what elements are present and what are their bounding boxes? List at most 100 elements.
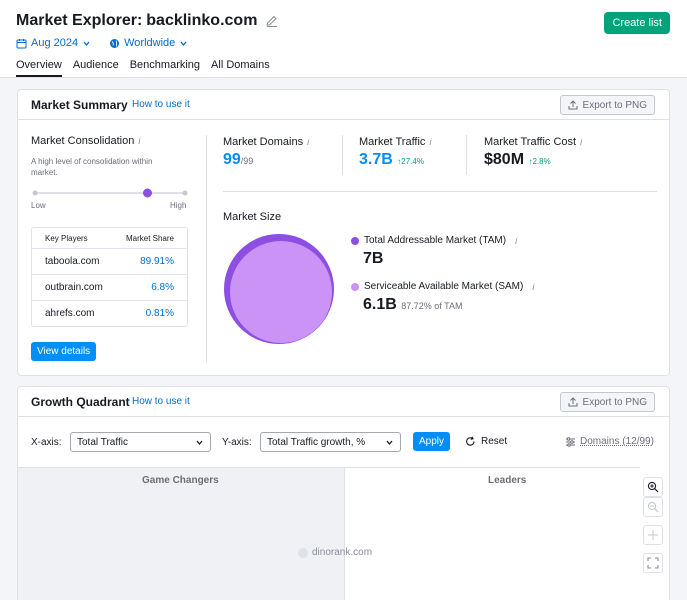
- column-divider: [206, 135, 207, 363]
- date-filter[interactable]: Aug 2024: [16, 37, 91, 49]
- market-traffic-change: ↑27.4%: [397, 157, 424, 166]
- y-axis-value: Total Traffic growth, %: [267, 436, 366, 448]
- chevron-down-icon: [180, 41, 187, 46]
- info-icon[interactable]: i: [138, 136, 141, 146]
- info-icon[interactable]: i: [307, 137, 310, 147]
- expand-icon: [647, 557, 659, 569]
- market-traffic-cost-change: ↑2.8%: [528, 157, 551, 166]
- player-domain: taboola.com: [45, 256, 100, 267]
- market-domains-total: /99: [240, 156, 254, 166]
- y-axis-label: Y-axis:: [222, 437, 252, 448]
- view-details-button[interactable]: View details: [31, 342, 97, 361]
- fullscreen-button[interactable]: [643, 553, 663, 573]
- sam-legend: Serviceable Available Market (SAM) i 6.1B…: [351, 281, 540, 314]
- market-summary-header: Market Summary How to use it Export to P…: [18, 90, 669, 120]
- info-icon[interactable]: i: [429, 137, 432, 147]
- how-to-use-link[interactable]: How to use it: [132, 396, 190, 407]
- page-title-domain: backlinko.com: [146, 12, 258, 29]
- market-summary-title: Market Summary: [31, 98, 128, 112]
- export-png-button[interactable]: Export to PNG: [559, 95, 655, 115]
- slider-low-label: Low: [31, 201, 46, 210]
- data-point-dot: [298, 547, 308, 558]
- zoom-out-button[interactable]: [643, 497, 663, 517]
- domains-filter-label: Domains (12/99): [580, 436, 654, 447]
- x-axis-select[interactable]: Total Traffic: [70, 432, 211, 452]
- market-size-title: Market Size: [223, 211, 282, 223]
- tab-overview[interactable]: Overview: [16, 59, 62, 77]
- market-traffic-value: 3.7B: [359, 151, 393, 168]
- market-traffic-metric: Market Traffic i 3.7B ↑27.4%: [359, 136, 437, 169]
- table-header: Key Players Market Share: [32, 228, 187, 248]
- x-axis-label: X-axis:: [31, 437, 62, 448]
- tam-value: 7B: [363, 250, 384, 267]
- filters-bar: Aug 2024 Worldwide: [16, 37, 188, 49]
- info-icon[interactable]: i: [532, 281, 535, 292]
- player-domain: outbrain.com: [45, 282, 103, 293]
- date-filter-label: Aug 2024: [31, 37, 79, 49]
- export-icon: [568, 397, 578, 407]
- how-to-use-link[interactable]: How to use it: [132, 99, 190, 110]
- market-traffic-label: Market Traffic i: [359, 136, 437, 148]
- zoom-out-icon: [647, 501, 659, 513]
- tab-benchmarking[interactable]: Benchmarking: [129, 59, 201, 71]
- consolidation-slider: [32, 188, 188, 198]
- player-share: 6.8%: [151, 282, 174, 293]
- quadrant-game-changers: [18, 467, 344, 600]
- metric-divider: [342, 135, 343, 175]
- y-axis-select[interactable]: Total Traffic growth, %: [260, 432, 401, 452]
- tab-all-domains[interactable]: All Domains: [211, 59, 270, 71]
- sam-circle: [230, 241, 332, 343]
- data-point[interactable]: dinorank.com: [298, 547, 372, 558]
- market-traffic-cost-metric: Market Traffic Cost i $80M ↑2.8%: [484, 136, 588, 169]
- x-axis-value: Total Traffic: [77, 436, 128, 448]
- tam-label: Total Addressable Market (TAM): [364, 235, 507, 246]
- metric-divider: [466, 135, 467, 175]
- metrics-divider: [223, 191, 657, 192]
- market-traffic-cost-value: $80M: [484, 151, 525, 168]
- market-size-chart: [224, 234, 334, 344]
- region-filter-label: Worldwide: [124, 37, 176, 49]
- zoom-in-button[interactable]: [643, 477, 663, 497]
- player-domain: ahrefs.com: [45, 308, 95, 319]
- pan-button[interactable]: [643, 525, 663, 545]
- tam-dot: [351, 236, 359, 245]
- reset-icon: [466, 436, 475, 446]
- key-players-table: Key Players Market Share taboola.com 89.…: [31, 227, 188, 327]
- filter-icon: [566, 437, 575, 447]
- table-row: outbrain.com 6.8%: [32, 274, 187, 300]
- page-title: Market Explorer: backlinko.com: [16, 12, 279, 30]
- export-png-label: Export to PNG: [582, 99, 647, 111]
- region-filter[interactable]: Worldwide: [109, 37, 188, 49]
- info-icon[interactable]: i: [515, 235, 518, 246]
- consolidation-title: Market Consolidation i: [31, 135, 191, 147]
- table-row: taboola.com 89.91%: [32, 248, 187, 274]
- col-key-players: Key Players: [45, 233, 88, 243]
- globe-icon: [110, 38, 120, 48]
- page-title-label: Market Explorer:: [16, 12, 143, 29]
- domains-filter-button[interactable]: Domains (12/99): [565, 436, 654, 447]
- player-share: 89.91%: [140, 256, 174, 267]
- pencil-icon[interactable]: [265, 14, 279, 28]
- sam-label: Serviceable Available Market (SAM): [364, 281, 524, 292]
- apply-button[interactable]: Apply: [413, 432, 451, 451]
- info-icon[interactable]: i: [580, 137, 583, 147]
- data-point-label: dinorank.com: [312, 547, 373, 558]
- market-domains-label: Market Domains i: [223, 136, 315, 148]
- growth-quadrant-title: Growth Quadrant: [31, 395, 130, 409]
- export-png-button[interactable]: Export to PNG: [559, 392, 655, 412]
- reset-button[interactable]: Reset: [465, 436, 507, 447]
- table-row: ahrefs.com 0.81%: [32, 300, 187, 326]
- market-traffic-cost-label: Market Traffic Cost i: [484, 136, 588, 148]
- move-icon: [648, 530, 658, 540]
- chevron-down-icon: [196, 440, 203, 446]
- export-png-label: Export to PNG: [582, 396, 647, 408]
- growth-quadrant-card: Growth Quadrant How to use it Export to …: [17, 386, 670, 600]
- chevron-down-icon: [386, 440, 393, 446]
- tab-audience[interactable]: Audience: [72, 59, 119, 71]
- market-consolidation: Market Consolidation i A high level of co…: [31, 135, 191, 178]
- calendar-icon: [16, 38, 27, 48]
- sam-percent: 87.72% of TAM: [401, 301, 463, 311]
- quadrant-leaders: [344, 467, 640, 600]
- create-list-button[interactable]: Create list: [604, 12, 670, 34]
- top-bar: Market Explorer: backlinko.com Create li…: [0, 0, 687, 78]
